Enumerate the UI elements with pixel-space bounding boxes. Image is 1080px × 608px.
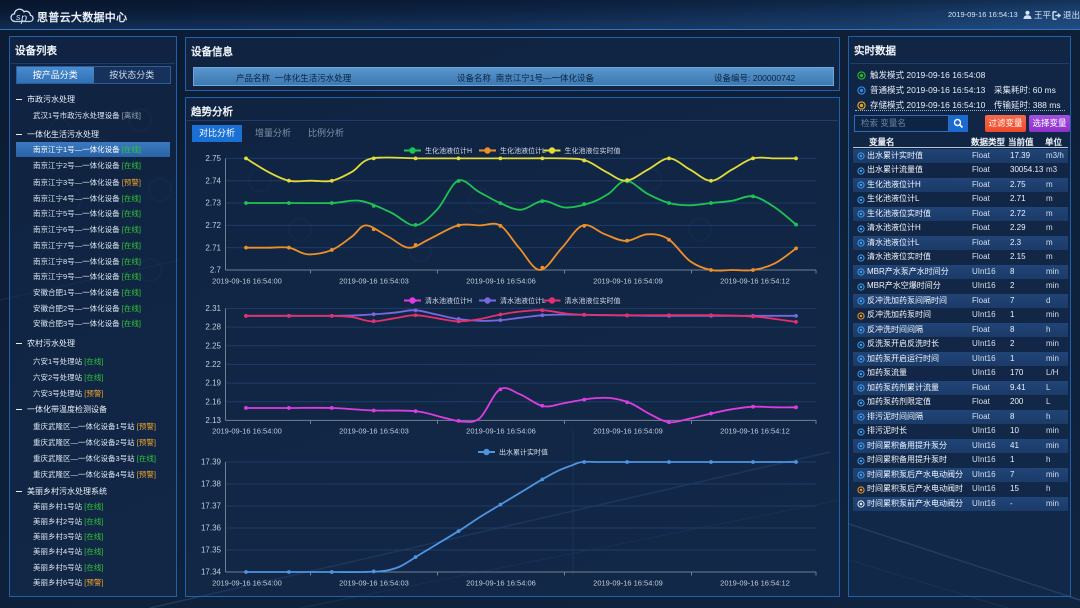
svg-text:p: p [20, 13, 27, 25]
svg-text:s: s [16, 12, 21, 22]
